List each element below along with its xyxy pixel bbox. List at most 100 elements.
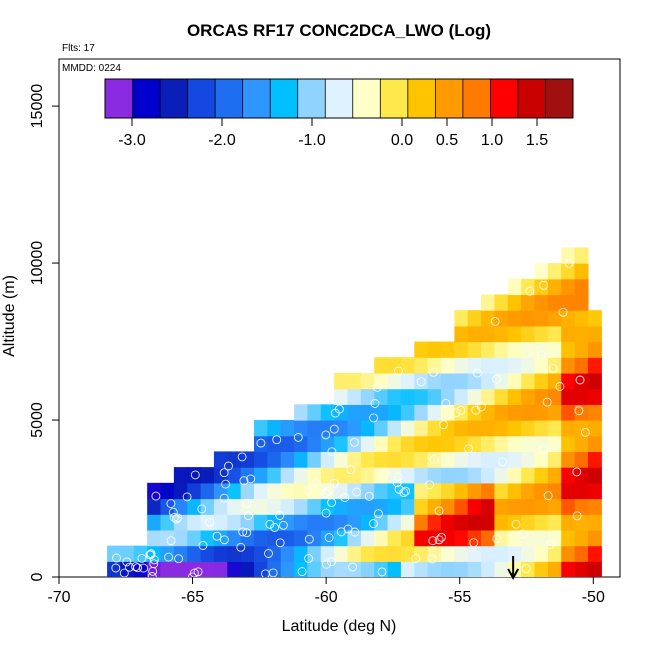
colorbar-swatch: [160, 79, 189, 118]
heat-cell: [387, 404, 402, 421]
date-annotation: MMDD: 0224: [62, 63, 121, 74]
heat-cell: [374, 435, 389, 453]
heat-cell: [561, 404, 576, 421]
heat-cell: [587, 404, 602, 421]
heat-cell: [507, 372, 522, 390]
heat-cell: [427, 435, 442, 453]
colorbar-swatch: [105, 79, 134, 118]
heat-cell: [400, 357, 415, 374]
heat-cell: [454, 388, 469, 405]
heat-cell: [494, 325, 509, 343]
sample-marker: [219, 535, 229, 545]
heat-cell: [400, 529, 415, 547]
heat-cell: [481, 467, 496, 484]
sample-marker: [187, 572, 197, 577]
sample-marker: [425, 480, 435, 490]
heat-cell: [521, 514, 536, 531]
heat-cell: [400, 420, 415, 437]
heat-cell: [521, 325, 536, 343]
heat-cell: [574, 341, 589, 358]
heat-cell: [254, 514, 268, 531]
heat-cell: [334, 498, 349, 515]
colorbar-tick-label: -2.0: [208, 132, 236, 149]
heat-cell: [561, 561, 576, 577]
heat-cell: [414, 341, 429, 358]
heat-cell: [280, 529, 295, 547]
heat-cell: [441, 529, 455, 547]
sample-marker: [139, 563, 149, 573]
heat-cell: [334, 545, 349, 562]
heat-cell: [507, 388, 522, 405]
sample-marker: [352, 487, 362, 497]
heat-cell: [213, 514, 228, 531]
sample-marker: [427, 554, 437, 564]
heat-cell: [414, 451, 429, 468]
x-tick-label: -60: [315, 589, 338, 606]
heat-cell: [494, 372, 509, 390]
heat-cell: [534, 482, 549, 500]
sample-marker: [237, 452, 247, 462]
heat-cell: [587, 451, 602, 468]
heat-cell: [254, 451, 268, 468]
heat-cell: [561, 435, 576, 453]
heat-cell: [481, 341, 496, 358]
sample-marker: [401, 486, 411, 496]
y-tick-label: 15000: [29, 84, 46, 129]
heat-cell: [587, 420, 602, 437]
heat-cell: [173, 514, 188, 531]
heat-cell: [481, 420, 496, 437]
heat-cell: [414, 545, 429, 562]
heat-cell: [561, 388, 576, 405]
heat-cell: [160, 498, 175, 515]
sample-marker: [555, 382, 565, 391]
heat-cell: [374, 514, 389, 531]
heat-cell: [454, 451, 469, 468]
heat-cell: [454, 325, 469, 343]
heat-cell: [574, 451, 589, 468]
sample-marker: [182, 492, 192, 502]
heat-cell: [494, 529, 509, 547]
colorbar-tick-label: -3.0: [118, 132, 146, 149]
sample-marker: [377, 567, 387, 577]
heat-cell: [187, 482, 202, 500]
sample-marker: [346, 465, 356, 475]
heat-cell: [454, 341, 469, 358]
heat-cell: [587, 545, 602, 562]
heat-cell: [481, 514, 496, 531]
heat-cell: [254, 482, 268, 500]
sample-marker: [112, 553, 121, 563]
sample-marker: [173, 513, 183, 523]
sample-marker: [469, 538, 479, 548]
heat-cell: [360, 561, 375, 577]
heat-cell: [534, 278, 549, 296]
heat-cell: [400, 404, 415, 421]
heat-cell: [547, 545, 562, 562]
heat-cell: [400, 561, 415, 577]
heat-cell: [467, 435, 482, 453]
heat-cell: [360, 435, 375, 453]
heat-cell: [294, 529, 309, 547]
sample-marker: [149, 559, 159, 569]
sample-marker: [219, 468, 229, 478]
sample-marker: [151, 491, 161, 501]
sample-marker: [111, 563, 121, 573]
sample-marker: [198, 541, 208, 550]
sample-marker: [464, 444, 473, 454]
x-axis-label: Latitude (deg N): [282, 618, 397, 635]
heat-cell: [360, 404, 375, 421]
heat-cell: [320, 404, 335, 421]
heat-cell: [547, 498, 562, 515]
heat-cell: [200, 498, 215, 515]
heat-cell: [521, 545, 536, 562]
heat-cell: [334, 420, 349, 437]
heat-cell: [427, 561, 442, 577]
heat-cell: [534, 325, 549, 343]
heat-cell: [307, 498, 322, 515]
heat-cell: [547, 294, 562, 311]
heat-cell: [494, 435, 509, 453]
sample-marker: [368, 519, 378, 529]
heat-cell: [200, 545, 215, 562]
heat-cell: [400, 467, 415, 484]
sample-marker: [575, 375, 585, 385]
heat-cell: [147, 529, 162, 547]
